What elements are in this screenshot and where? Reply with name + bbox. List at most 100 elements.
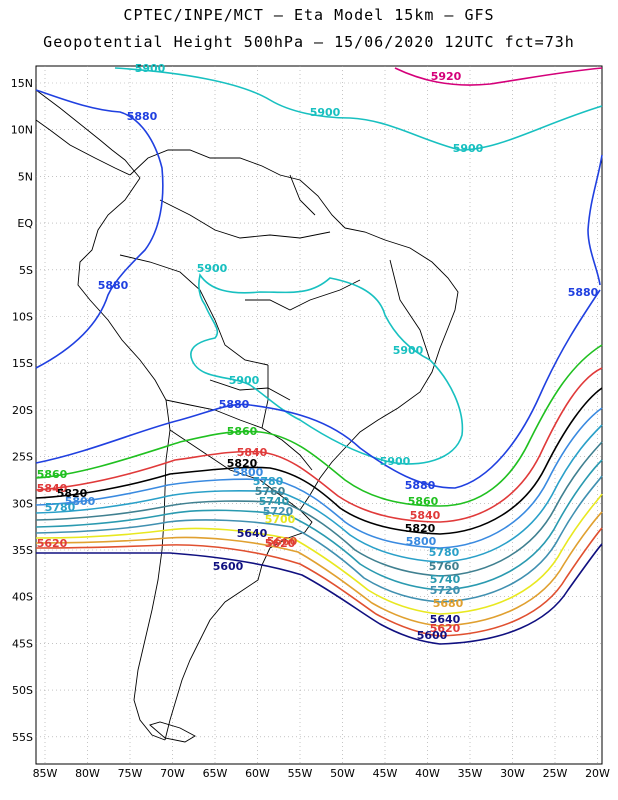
contour-labels: 5920 5900 5900 5900 5900 5900 5900 5900 5880 5880…: [37, 62, 599, 642]
contour-5680: [35, 511, 603, 627]
contour-label: 5880: [568, 286, 599, 299]
longitude-labels: 85W 80W 75W 70W 65W 60W 55W 50W 45W 40W 35W 30W 25W 2…: [33, 767, 610, 780]
contour-label: 5900: [197, 262, 228, 275]
lat-label: 25S: [12, 451, 33, 464]
contour-label: 5620: [265, 537, 296, 550]
geopotential-contours: [35, 67, 603, 645]
lon-label: 20W: [585, 767, 610, 780]
lon-label: 65W: [203, 767, 228, 780]
contour-label: 5780: [45, 501, 76, 514]
contour-label: 5600: [213, 560, 244, 573]
lat-label: 45S: [12, 637, 33, 650]
lat-label: 40S: [12, 591, 33, 604]
contour-label: 5900: [135, 62, 166, 75]
contour-label: 5720: [263, 505, 294, 518]
contour-label: 5860: [37, 468, 68, 481]
contour-label: 5640: [430, 613, 461, 626]
contour-label: 5700: [265, 513, 296, 526]
contour-label: 5620: [37, 537, 68, 550]
contour-label: 5800: [406, 535, 437, 548]
contour-5640: [36, 543, 603, 645]
contour-5780: [35, 424, 603, 563]
lon-label: 75W: [118, 767, 143, 780]
contour-label: 5880: [405, 479, 436, 492]
contour-label: 5620: [430, 622, 461, 635]
contour-label: 5780: [429, 546, 460, 559]
lat-label: 50S: [12, 684, 33, 697]
contour-label: 5600: [417, 629, 448, 642]
lat-label: 30S: [12, 497, 33, 510]
contour-5860: [35, 344, 603, 507]
lat-label: 55S: [12, 731, 33, 744]
lon-label: 30W: [500, 767, 525, 780]
contour-5720: [35, 475, 603, 603]
border-3: [165, 399, 313, 471]
lon-label: 60W: [245, 767, 270, 780]
chart-title-line2: Geopotential Height 500hPa – 15/06/2020 …: [43, 33, 575, 51]
contour-label: 5780: [253, 475, 284, 488]
border-1: [159, 199, 331, 239]
contour-label: 5800: [233, 466, 264, 479]
lat-label: 15S: [12, 357, 33, 370]
lon-label: 25W: [543, 767, 568, 780]
border-5: [245, 279, 361, 311]
contour-label: 5640: [237, 527, 268, 540]
contour-label: 5840: [37, 482, 68, 495]
chart-title-line1: CPTEC/INPE/MCT – Eta Model 15km – GFS: [123, 6, 495, 24]
contour-label: 5900: [229, 374, 260, 387]
lon-label: 70W: [160, 767, 185, 780]
graticule: [36, 66, 602, 764]
lon-label: 40W: [415, 767, 440, 780]
lon-label: 35W: [458, 767, 483, 780]
contour-label: 5860: [227, 425, 258, 438]
contour-label: 5860: [408, 495, 439, 508]
contour-5840: [35, 367, 603, 523]
lat-label: 15N: [11, 77, 33, 90]
lon-label: 80W: [75, 767, 100, 780]
lat-label: 5N: [18, 170, 33, 183]
lat-label: 10N: [11, 124, 33, 137]
lon-label: 45W: [373, 767, 398, 780]
contour-5660: [35, 527, 603, 637]
lon-label: 85W: [33, 767, 58, 780]
contour-label: 5820: [57, 487, 88, 500]
coastline: [35, 89, 459, 743]
contour-label: 5740: [259, 495, 290, 508]
contour-5920: [394, 67, 603, 86]
contour-label: 5900: [453, 142, 484, 155]
contour-label: 5820: [405, 522, 436, 535]
tierra-del-fuego: [149, 721, 196, 743]
lat-label: 20S: [12, 404, 33, 417]
contour-label: 5740: [430, 573, 461, 586]
contour-label: 5900: [310, 106, 341, 119]
pacific-coast: [77, 177, 171, 741]
contour-5760: [35, 441, 603, 577]
lat-label: 5S: [19, 264, 33, 277]
central-america-coast: [35, 89, 141, 179]
contour-label: 5880: [98, 279, 129, 292]
border-4: [209, 379, 291, 401]
border-9: [389, 259, 431, 361]
brazil-atlantic-coast: [299, 227, 459, 511]
lon-label: 50W: [330, 767, 355, 780]
contour-label: 5820: [227, 457, 258, 470]
contour-5880-south: [35, 289, 601, 489]
contour-label: 5920: [431, 70, 462, 83]
border-2: [119, 254, 269, 366]
contour-5740: [35, 459, 603, 591]
lon-label: 55W: [288, 767, 313, 780]
lat-label: EQ: [17, 217, 33, 230]
contour-5880-east: [587, 154, 603, 286]
contour-5700: [35, 493, 603, 615]
contour-label: 5760: [255, 485, 286, 498]
border-8: [169, 429, 301, 511]
contour-5880-north: [35, 89, 164, 369]
contour-5900-north: [114, 67, 603, 151]
border-7: [261, 365, 269, 429]
contour-5800: [35, 407, 603, 549]
contour-label: 5840: [237, 446, 268, 459]
contour-label: 5900: [380, 455, 411, 468]
caribbean-coast: [129, 149, 346, 229]
latitude-labels: 15N 10N 5N EQ 5S 10S 15S 20S 25S 30S 35S 40S 45S 50S 5…: [11, 77, 34, 744]
